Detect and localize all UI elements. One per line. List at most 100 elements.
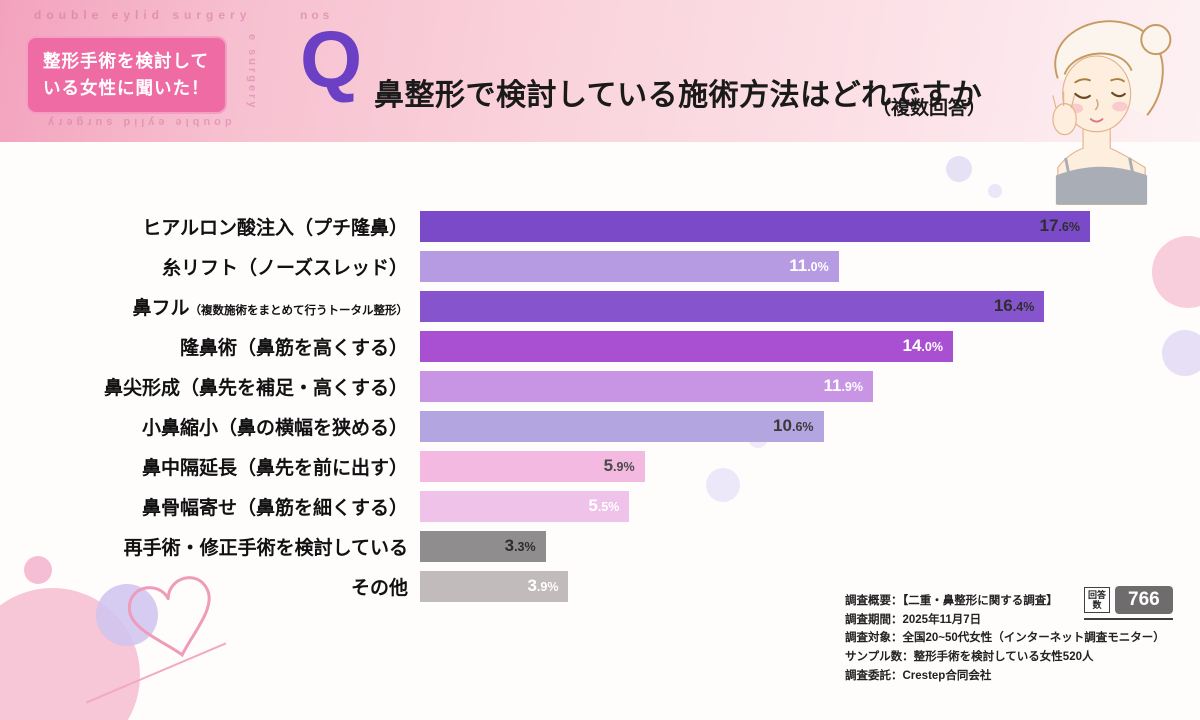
value-integer: 10 (773, 416, 792, 435)
category-name: 鼻尖形成（鼻先を補足・高くする） (103, 377, 408, 399)
value-decimal: .6% (791, 420, 814, 434)
decorative-circle (96, 584, 158, 646)
value-label: 3.3% (505, 536, 536, 556)
value-label: 5.5% (588, 496, 619, 516)
watermark-text: nos (300, 8, 334, 22)
value-integer: 14 (902, 336, 922, 355)
value-decimal: .0% (921, 340, 943, 354)
category-name: 小鼻縮小（鼻の横幅を狭める） (141, 417, 408, 439)
chart-row: 鼻中隔延長（鼻先を前に出す） 5.9% (0, 446, 1200, 486)
survey-target-badge: 整形手術を検討して いる女性に聞いた！ (26, 36, 227, 115)
value-decimal: .9% (841, 380, 863, 394)
survey-info-line: 調査概要：【二重・鼻整形に関する調査】 (845, 595, 1058, 607)
badge-line-2: いる女性に聞いた！ (43, 78, 210, 99)
category-label: 隆鼻術（鼻筋を高くする） (0, 333, 420, 360)
value-integer: 16 (993, 296, 1013, 315)
bar: 11.9% (420, 370, 873, 402)
chart-row: ヒアルロン酸注入（プチ隆鼻） 17.6% (0, 206, 1200, 246)
category-name: 糸リフト（ノーズスレッド） (161, 257, 408, 279)
value-decimal: .3% (514, 540, 536, 554)
value-decimal: .6% (1058, 220, 1080, 234)
value-label: 17.6% (1040, 216, 1080, 236)
value-label: 16.4% (994, 296, 1034, 316)
category-name: 鼻骨幅寄せ（鼻筋を細くする） (141, 497, 408, 519)
value-integer: 5 (588, 496, 598, 515)
category-name: ヒアルロン酸注入（プチ隆鼻） (142, 217, 408, 239)
chart-row: 鼻骨幅寄せ（鼻筋を細くする） 5.5% (0, 486, 1200, 526)
value-label: 5.9% (604, 456, 635, 476)
question-mark-q: Q (300, 15, 363, 104)
category-name: 鼻中隔延長（鼻先を前に出す） (141, 457, 408, 479)
decorative-circle (706, 468, 740, 502)
value-integer: 3 (527, 576, 537, 595)
decorative-circle (24, 556, 52, 584)
bar: 3.9% (420, 570, 569, 602)
category-label: 糸リフト（ノーズスレッド） (0, 253, 420, 280)
value-decimal: .9% (536, 580, 559, 594)
chart-row: 鼻フル（複数施術をまとめて行うトータル整形） 16.4% (0, 286, 1200, 326)
decorative-circle (946, 156, 972, 182)
bar: 5.9% (420, 450, 645, 482)
bar-track: 5.9% (420, 450, 1090, 482)
category-label: 鼻尖形成（鼻先を補足・高くする） (0, 373, 420, 400)
chart-row: 再手術・修正手術を検討している 3.3% (0, 526, 1200, 566)
category-note: （複数施術をまとめて行うトータル整形） (189, 304, 409, 317)
value-integer: 17 (1039, 216, 1059, 235)
survey-info-line: 調査対象：全国20~50代女性（インターネット調査モニター） (845, 632, 1165, 645)
value-integer: 5 (603, 456, 614, 475)
category-name: 再手術・修正手術を検討している (123, 537, 408, 559)
bar-track: 11.0% (420, 250, 1090, 282)
chart-row: 小鼻縮小（鼻の横幅を狭める） 10.6% (0, 406, 1200, 446)
survey-info-line: 調査期間：2025年11月7日 (845, 613, 982, 626)
category-name: その他 (350, 577, 408, 599)
bar-track: 10.6% (420, 410, 1090, 442)
watermark-text: double eylid surgery (34, 8, 252, 22)
bar-track: 16.4% (420, 290, 1090, 322)
category-label: 再手術・修正手術を検討している (0, 533, 420, 560)
heart-icon (127, 576, 211, 658)
bar-chart: ヒアルロン酸注入（プチ隆鼻） 17.6% 糸リフト（ノーズスレッド） 11.0% (0, 206, 1200, 606)
category-label: ヒアルロン酸注入（プチ隆鼻） (0, 213, 420, 240)
category-label: 鼻中隔延長（鼻先を前に出す） (0, 453, 420, 480)
bar: 14.0% (420, 330, 953, 362)
chart-row: 隆鼻術（鼻筋を高くする） 14.0% (0, 326, 1200, 366)
category-label: 鼻フル（複数施術をまとめて行うトータル整形） (0, 293, 420, 320)
header-banner: double eylid surgery nos e surgery doubl… (0, 0, 1200, 142)
badge-line-1: 整形手術を検討して (43, 51, 209, 71)
bar-track: 5.5% (420, 490, 1090, 522)
value-label: 10.6% (773, 416, 813, 436)
survey-info-line: 調査委託：Crestep合同会社 (845, 669, 992, 682)
category-label: その他 (0, 573, 420, 600)
category-name: 鼻フル (132, 297, 190, 319)
value-decimal: .5% (597, 500, 620, 514)
bar: 3.3% (420, 530, 546, 562)
bar-track: 17.6% (420, 210, 1090, 242)
category-name: 隆鼻術（鼻筋を高くする） (179, 337, 408, 359)
value-decimal: .4% (1012, 300, 1035, 314)
value-label: 14.0% (902, 336, 942, 356)
bar-track: 11.9% (420, 370, 1090, 402)
value-decimal: .0% (807, 260, 829, 274)
answer-count-value: 766 (1115, 586, 1173, 614)
value-integer: 3 (504, 536, 515, 555)
value-integer: 11 (789, 256, 808, 275)
answer-count-badge: 回答数 766 (1084, 586, 1173, 620)
watermark-text: e surgery (246, 34, 258, 111)
category-label: 小鼻縮小（鼻の横幅を狭める） (0, 413, 420, 440)
value-label: 3.9% (527, 576, 558, 596)
survey-info: 調査概要：【二重・鼻整形に関する調査】 調査期間：2025年11月7日 調査対象… (845, 592, 1165, 685)
answer-count-label: 回答数 (1084, 587, 1110, 613)
bar-track: 14.0% (420, 330, 1090, 362)
survey-info-line: サンプル数：整形手術を検討している女性520人 (845, 650, 1094, 663)
bar-track: 3.9% (420, 570, 1090, 602)
watermark-text: double eylid surgery (44, 116, 232, 128)
category-label: 鼻骨幅寄せ（鼻筋を細くする） (0, 493, 420, 520)
value-label: 11.9% (823, 376, 863, 396)
bar-track: 3.3% (420, 530, 1090, 562)
chart-row: 糸リフト（ノーズスレッド） 11.0% (0, 246, 1200, 286)
chart-row: 鼻尖形成（鼻先を補足・高くする） 11.9% (0, 366, 1200, 406)
value-label: 11.0% (789, 256, 829, 276)
bar: 17.6% (420, 210, 1090, 242)
decorative-circle (1162, 330, 1200, 376)
